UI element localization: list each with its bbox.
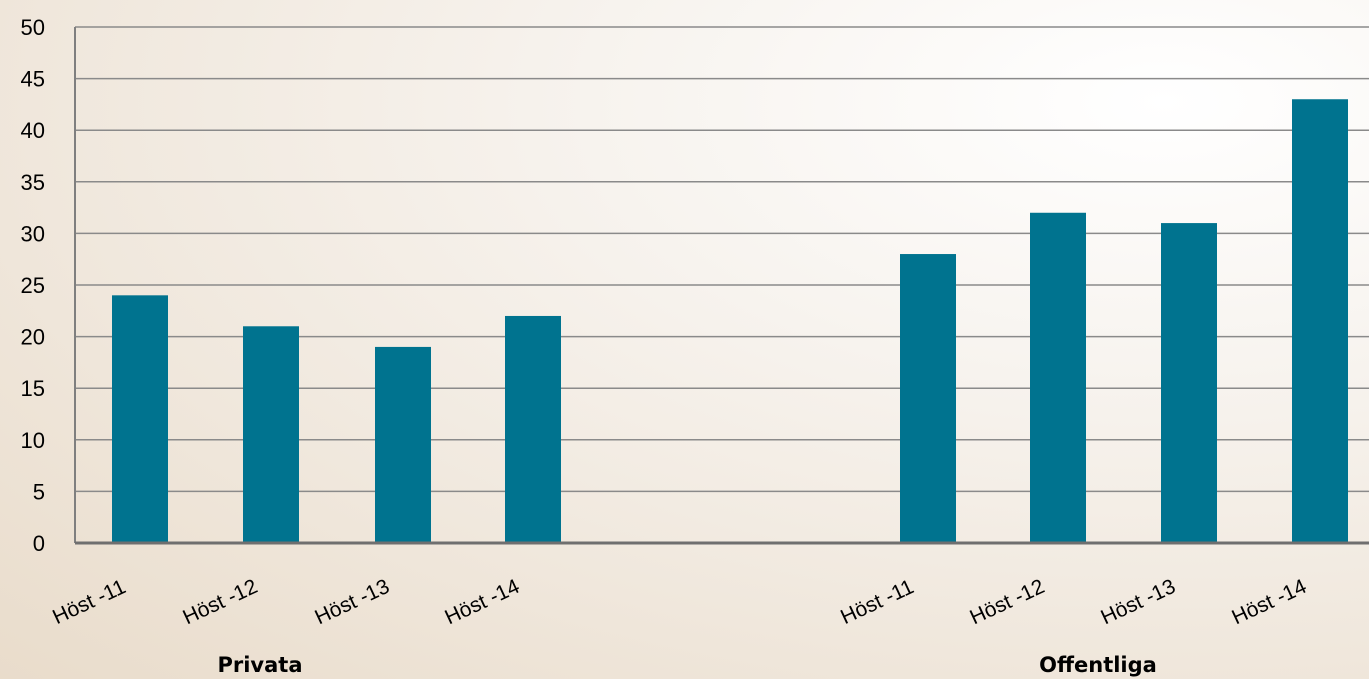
y-tick-label: 20: [21, 325, 45, 350]
group-labels: Privata Offentliga: [217, 653, 1156, 677]
y-tick-label: 35: [21, 170, 45, 195]
x-tick-label: Höst -11: [49, 575, 129, 629]
bar: [112, 295, 168, 543]
group-label: Privata: [217, 653, 302, 677]
x-tick-label: Höst -12: [179, 575, 261, 629]
x-tick-label: Höst -11: [837, 575, 917, 629]
bar: [1030, 212, 1086, 543]
axes: [74, 27, 1369, 545]
x-tick-label: Höst -14: [441, 575, 523, 630]
y-tick-label: 5: [33, 479, 45, 504]
bar: [900, 254, 956, 544]
y-tick-label: 15: [21, 376, 45, 401]
x-tick-label: Höst -13: [1097, 575, 1179, 629]
group-label: Offentliga: [1039, 653, 1157, 677]
y-tick-label: 40: [21, 118, 45, 143]
x-tick-label: Höst -14: [1228, 575, 1310, 630]
y-tick-label: 25: [21, 273, 45, 298]
x-tick-label: Höst -12: [966, 575, 1048, 629]
bar: [375, 346, 431, 543]
y-tick-label: 30: [21, 221, 45, 246]
bar: [1161, 223, 1217, 543]
y-tick-label: 50: [21, 15, 45, 40]
bars: [112, 99, 1348, 544]
bar: [243, 326, 299, 543]
y-tick-label: 45: [21, 67, 45, 92]
x-tick-label: Höst -13: [311, 575, 393, 629]
bar: [1292, 99, 1348, 544]
y-tick-label: 10: [21, 428, 45, 453]
y-tick-label: 0: [33, 531, 45, 556]
category-labels: Höst -11 Höst -12 Höst -13 Höst -14 Höst -11…: [49, 575, 1310, 630]
y-axis-tick-labels: 0 5 10 15 20 25 30 35 40 45 50: [21, 15, 45, 556]
bar: [505, 315, 561, 543]
